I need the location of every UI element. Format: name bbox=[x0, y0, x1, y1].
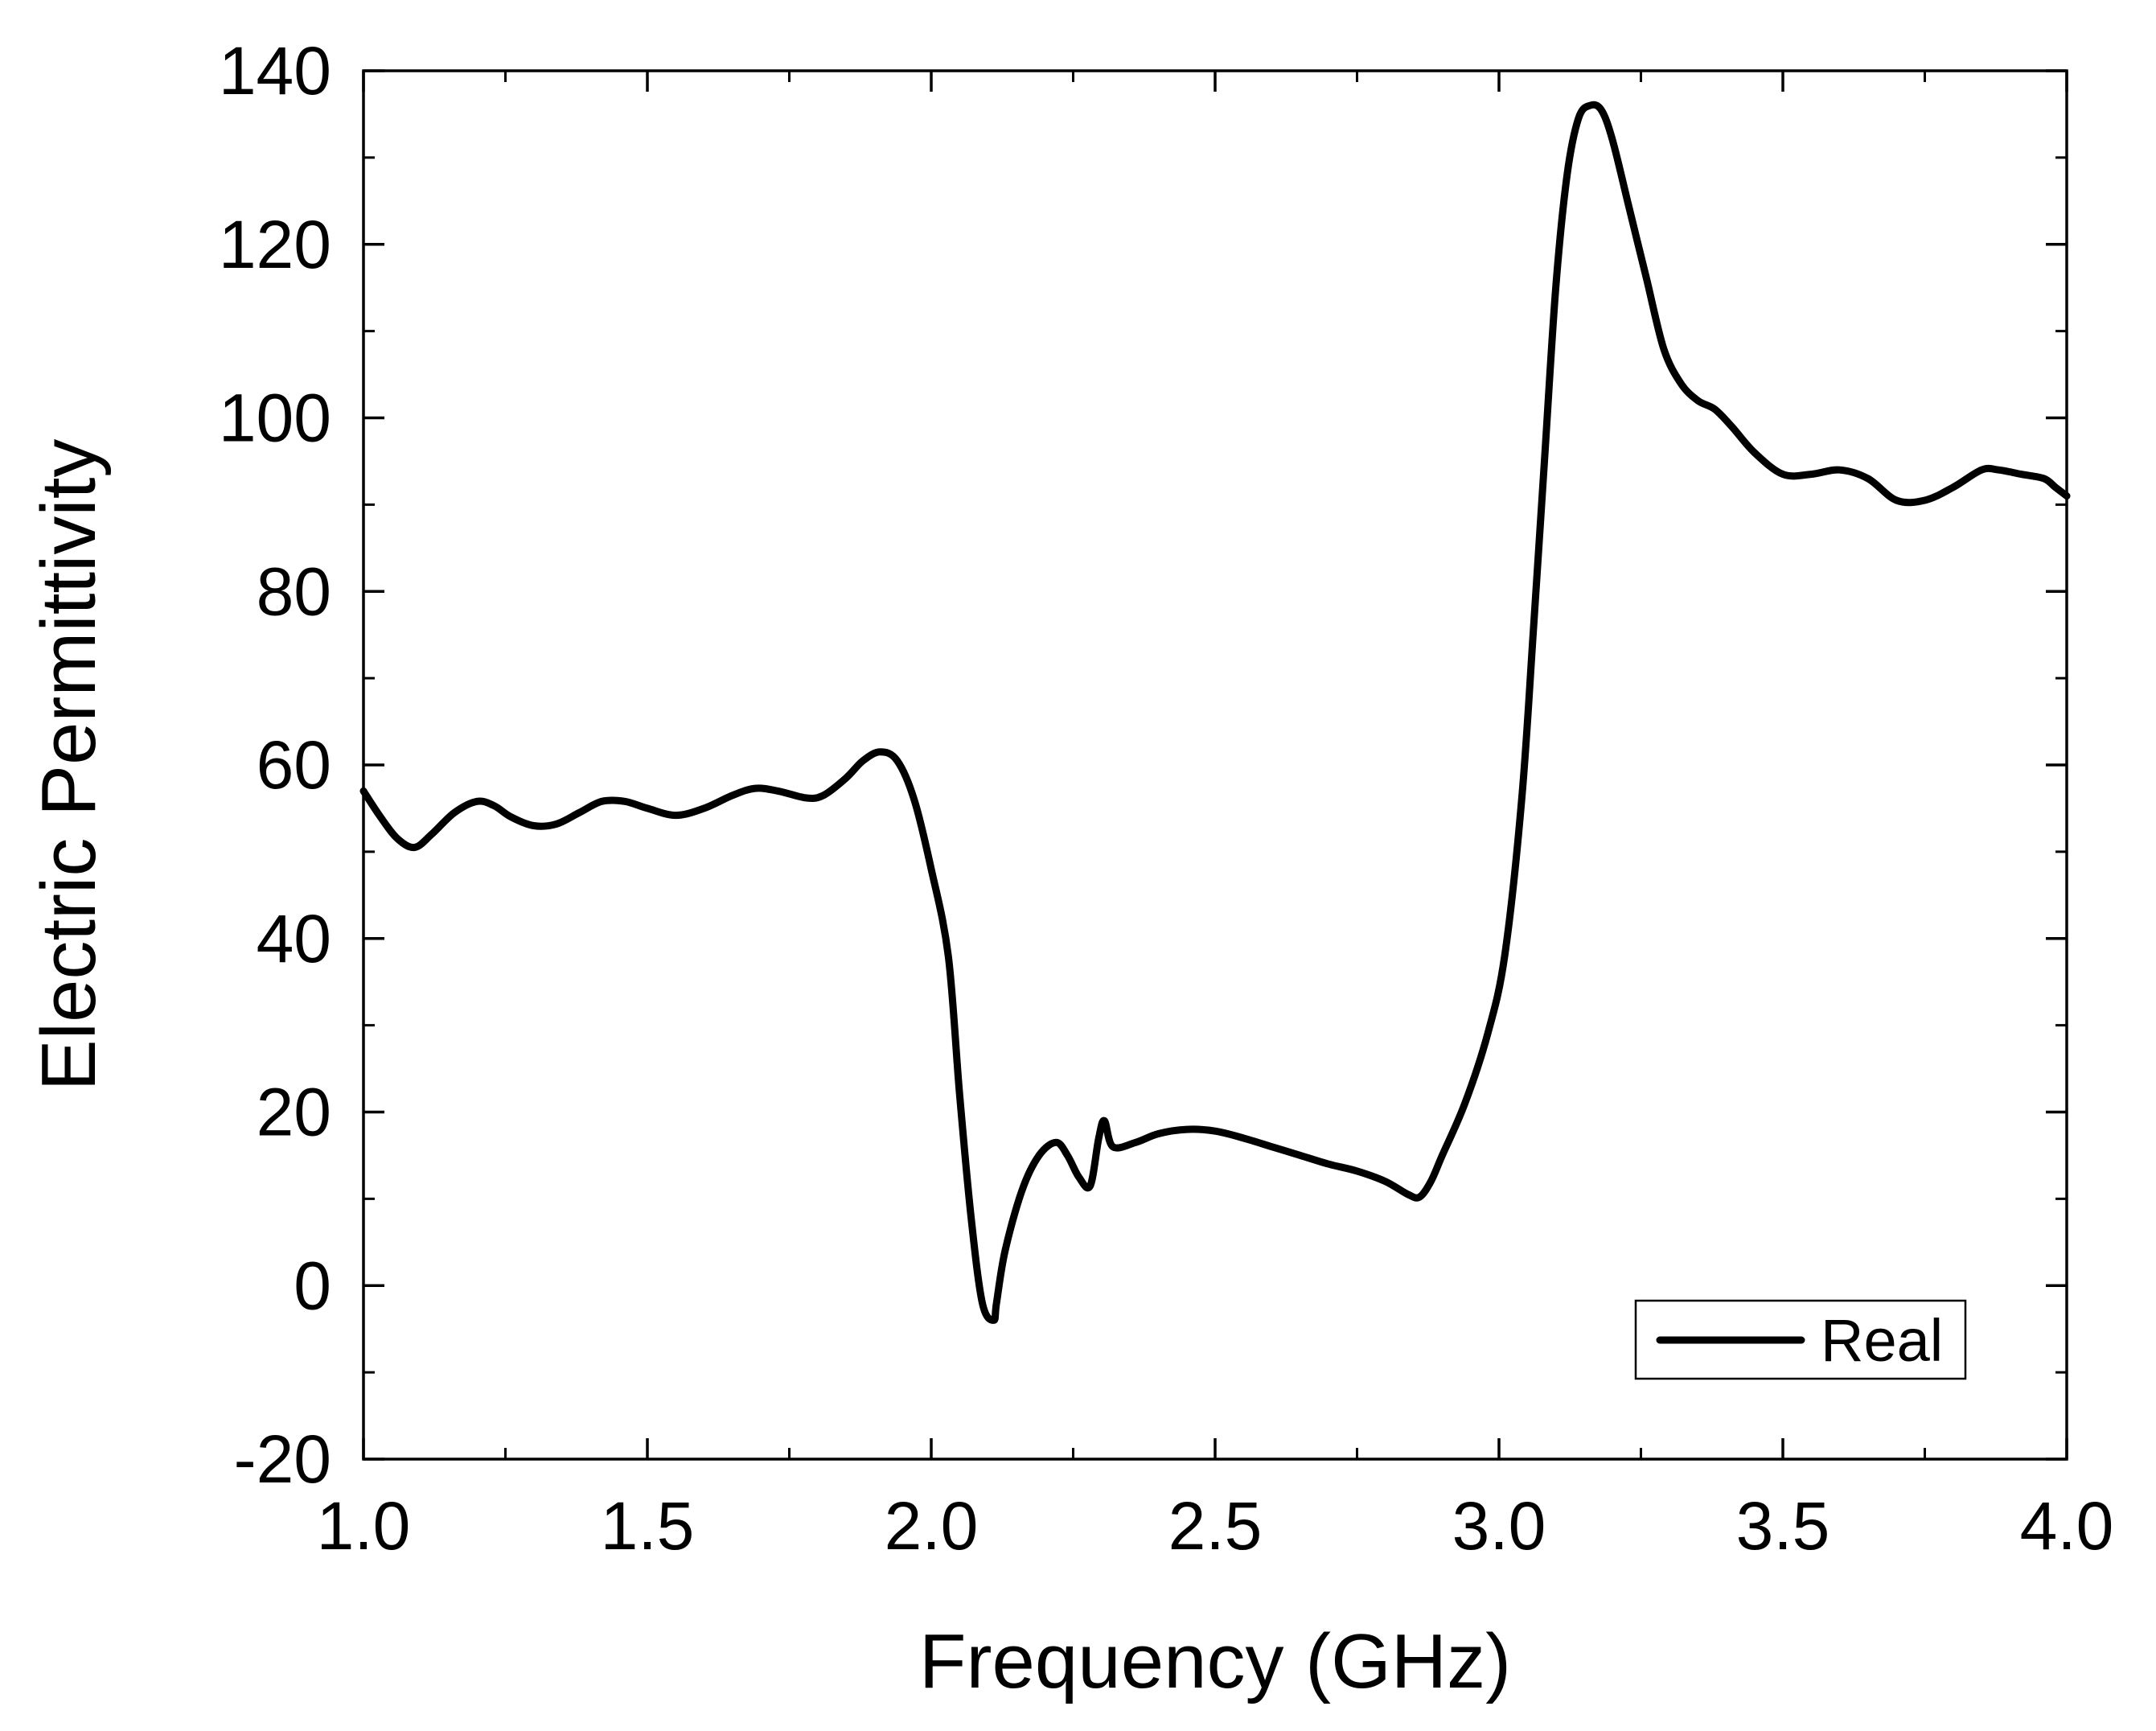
y-tick-label: 60 bbox=[257, 727, 331, 803]
x-tick-label: 3.5 bbox=[1736, 1488, 1830, 1564]
series-layer bbox=[359, 101, 2071, 1324]
y-tick-label: 140 bbox=[219, 33, 331, 109]
y-tick-label: 100 bbox=[219, 380, 331, 456]
x-axis-title: Frequency (GHz) bbox=[919, 1618, 1511, 1704]
y-tick-label: 80 bbox=[257, 553, 331, 629]
x-tick-label: 2.0 bbox=[885, 1488, 979, 1564]
x-tick-label: 1.0 bbox=[317, 1488, 411, 1564]
y-tick-label: 0 bbox=[294, 1248, 331, 1323]
x-tick-label: 1.5 bbox=[601, 1488, 695, 1564]
y-tick-label: 120 bbox=[219, 207, 331, 282]
y-tick-label: -20 bbox=[234, 1421, 331, 1497]
plot-frame bbox=[362, 69, 2068, 1461]
series-line-real bbox=[359, 101, 2071, 1324]
x-tick-label: 4.0 bbox=[2020, 1488, 2114, 1564]
labels-layer: 1.0 1.5 2.0 2.5 3.0 3.5 4.0 -20 0 20 40 60 80 100 120 1… bbox=[219, 33, 2114, 1564]
y-axis-title: Electric Permittivity bbox=[26, 439, 112, 1092]
x-tick-label: 2.5 bbox=[1168, 1488, 1263, 1564]
y-tick-label: 40 bbox=[257, 901, 331, 977]
legend-label-real: Real bbox=[1821, 1307, 1943, 1374]
x-tick-label: 3.0 bbox=[1452, 1488, 1546, 1564]
y-tick-label: 20 bbox=[257, 1075, 331, 1150]
legend: Real bbox=[1634, 1299, 1967, 1380]
